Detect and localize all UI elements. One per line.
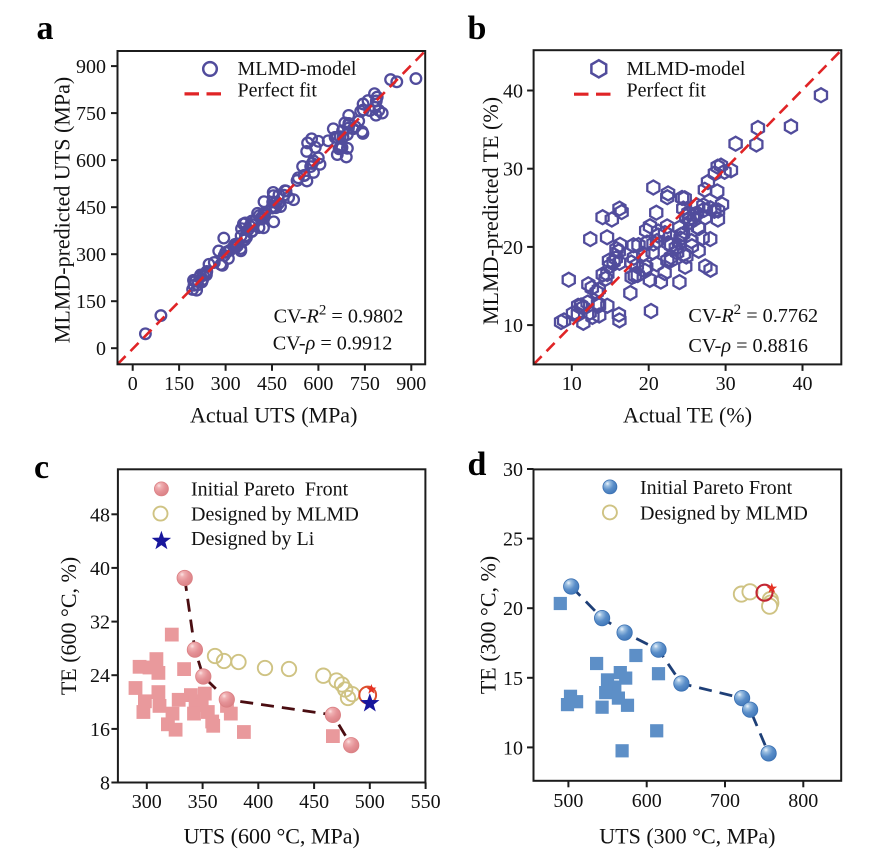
svg-text:30: 30: [503, 159, 523, 181]
svg-text:550: 550: [411, 791, 441, 813]
svg-text:20: 20: [639, 373, 659, 395]
svg-text:20: 20: [503, 237, 523, 259]
svg-text:15: 15: [503, 668, 523, 690]
svg-text:450: 450: [257, 373, 287, 395]
svg-text:30: 30: [716, 373, 736, 395]
svg-text:MLMD-model: MLMD-model: [238, 58, 357, 80]
svg-text:450: 450: [76, 197, 106, 219]
svg-text:Designed by MLMD: Designed by MLMD: [640, 503, 808, 525]
svg-text:300: 300: [76, 244, 106, 266]
svg-text:25: 25: [503, 529, 523, 551]
svg-text:48: 48: [90, 504, 110, 526]
svg-text:MLMD-predicted UTS (MPa): MLMD-predicted UTS (MPa): [50, 77, 75, 343]
svg-text:TE (600 °C, %): TE (600 °C, %): [56, 557, 81, 695]
svg-text:Initial Pareto Front: Initial Pareto Front: [640, 477, 793, 499]
svg-text:CV-R2 = 0.9802: CV-R2 = 0.9802: [274, 302, 404, 327]
svg-text:750: 750: [76, 103, 106, 125]
svg-text:32: 32: [90, 612, 110, 634]
svg-text:0: 0: [128, 373, 138, 395]
svg-text:UTS (300 °C, MPa): UTS (300 °C, MPa): [599, 824, 775, 849]
svg-text:Actual TE (%): Actual TE (%): [623, 403, 752, 428]
svg-text:c: c: [34, 449, 49, 486]
svg-text:Initial Pareto Front: Initial Pareto Front: [191, 479, 349, 501]
svg-text:600: 600: [76, 150, 106, 172]
svg-text:300: 300: [211, 373, 241, 395]
svg-text:10: 10: [503, 315, 523, 337]
svg-text:10: 10: [503, 737, 523, 759]
svg-text:MLMD-model: MLMD-model: [627, 58, 746, 80]
svg-text:Actual UTS (MPa): Actual UTS (MPa): [190, 403, 357, 428]
svg-text:500: 500: [355, 791, 385, 813]
svg-text:8: 8: [100, 773, 110, 795]
svg-text:a: a: [37, 10, 54, 47]
svg-text:900: 900: [396, 373, 426, 395]
svg-text:CV-ρ = 0.9912: CV-ρ = 0.9912: [273, 333, 393, 355]
svg-text:TE (300 °C, %): TE (300 °C, %): [476, 556, 501, 694]
svg-text:40: 40: [90, 558, 110, 580]
svg-text:d: d: [468, 446, 487, 483]
svg-text:b: b: [468, 10, 487, 47]
svg-text:20: 20: [503, 598, 523, 620]
svg-text:750: 750: [350, 373, 380, 395]
svg-text:40: 40: [503, 81, 523, 103]
svg-text:Designed by Li: Designed by Li: [191, 528, 315, 550]
svg-text:10: 10: [562, 373, 582, 395]
svg-text:16: 16: [90, 719, 110, 741]
svg-text:350: 350: [188, 791, 218, 813]
svg-text:CV-R2 = 0.7762: CV-R2 = 0.7762: [688, 302, 818, 327]
svg-text:Perfect fit: Perfect fit: [238, 80, 318, 102]
svg-text:500: 500: [553, 790, 583, 812]
svg-text:600: 600: [632, 790, 662, 812]
svg-text:300: 300: [132, 791, 162, 813]
svg-text:CV-ρ = 0.8816: CV-ρ = 0.8816: [688, 335, 808, 357]
svg-text:40: 40: [793, 373, 813, 395]
svg-text:Designed by MLMD: Designed by MLMD: [191, 504, 359, 526]
svg-text:600: 600: [303, 373, 333, 395]
svg-text:800: 800: [788, 790, 818, 812]
svg-text:700: 700: [710, 790, 740, 812]
svg-text:150: 150: [76, 291, 106, 313]
svg-text:MLMD-predicted TE (%): MLMD-predicted TE (%): [478, 97, 503, 325]
svg-text:150: 150: [164, 373, 194, 395]
svg-text:Perfect fit: Perfect fit: [627, 80, 707, 102]
svg-text:24: 24: [90, 665, 110, 687]
svg-text:900: 900: [76, 56, 106, 78]
svg-text:400: 400: [243, 791, 273, 813]
svg-text:450: 450: [299, 791, 329, 813]
svg-text:UTS (600 °C, MPa): UTS (600 °C, MPa): [184, 824, 360, 849]
svg-text:30: 30: [503, 459, 523, 481]
svg-text:0: 0: [96, 338, 106, 360]
